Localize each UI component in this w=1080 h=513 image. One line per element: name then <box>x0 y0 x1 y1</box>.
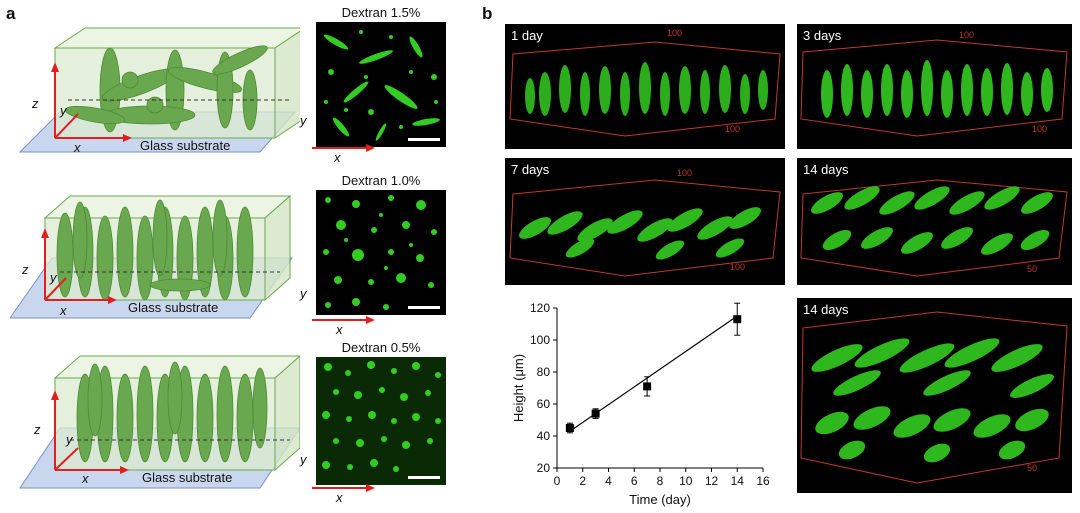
schematic-1: z y x Glass substrate <box>10 20 307 160</box>
micrograph-2-x-label: x <box>336 322 343 337</box>
x-tick-label: 2 <box>579 474 586 488</box>
confocal-4-label: 14 days <box>803 162 849 177</box>
y-tick-label: 100 <box>530 333 550 347</box>
schematic-2-x-label: x <box>60 303 67 318</box>
confocal-3-tick: 100 <box>677 168 693 178</box>
x-tick-label: 12 <box>705 474 719 488</box>
confocal-1-tick-b: 100 <box>725 124 741 134</box>
confocal-1-label: 1 day <box>511 28 543 43</box>
confocal-3-texture <box>509 179 781 277</box>
height-time-chart: 0 2 4 6 8 10 12 14 16 20 40 60 80 100 120 Time (day) Hei… <box>511 301 770 507</box>
x-tick-label: 16 <box>756 474 770 488</box>
y-tick-label: 120 <box>530 301 550 315</box>
micrograph-2-axes <box>312 316 375 324</box>
scale-bar <box>408 306 440 309</box>
confocal-3-tick-b: 100 <box>730 262 746 272</box>
micrograph-2-texture <box>323 195 437 310</box>
scale-bar <box>408 138 440 141</box>
y-tick-label: 60 <box>537 397 551 411</box>
schematic-1-substrate-label: Glass substrate <box>140 138 231 153</box>
scale-bar <box>408 476 440 479</box>
confocal-2-tick: 100 <box>959 30 975 40</box>
confocal-1-texture <box>509 41 781 137</box>
micrograph-2-y-label: y <box>300 286 307 301</box>
micrograph-dextran-1-0 <box>316 190 446 315</box>
panel-letter-a: a <box>6 4 16 23</box>
schematic-3-x-label: x <box>82 471 89 486</box>
micrograph-3-axes <box>312 484 375 492</box>
schematic-2: z y x Glass substrate <box>9 190 300 325</box>
micrograph-1-y-label: y <box>300 113 307 128</box>
micrograph-1-axes <box>312 144 375 152</box>
x-tick-label: 4 <box>605 474 612 488</box>
micrograph-3-x-label: x <box>336 490 343 505</box>
data-point <box>643 382 652 391</box>
confocal-4-texture <box>800 179 1068 277</box>
micrograph-3-y-label: y <box>300 452 307 467</box>
confocal-5-label: 14 days <box>803 302 849 317</box>
x-tick-label: 10 <box>679 474 693 488</box>
confocal-2-tick-b: 100 <box>1032 124 1048 134</box>
x-axis-label: Time (day) <box>629 492 691 507</box>
confocal-5-texture <box>800 311 1068 484</box>
panel-letter-b: b <box>482 4 493 23</box>
micrograph-1-title: Dextran 1.5% <box>341 5 421 20</box>
micrograph-dextran-0-5 <box>316 357 446 485</box>
confocal-2-texture <box>800 39 1068 137</box>
micrograph-1-x-label: x <box>334 150 341 165</box>
schematic-3: z y x Glass substrate <box>10 348 302 493</box>
confocal-14-days-a: 14 days 50 <box>797 158 1072 285</box>
y-tick-label: 20 <box>537 461 551 475</box>
confocal-2-label: 3 days <box>803 28 842 43</box>
confocal-3-days: 3 days 100 100 <box>797 24 1072 149</box>
micrograph-2-title: Dextran 1.0% <box>341 173 421 188</box>
confocal-1-tick: 100 <box>667 28 683 38</box>
micrograph-3-texture <box>322 361 441 472</box>
micrograph-1-texture <box>323 30 440 141</box>
x-tick-label: 8 <box>657 474 664 488</box>
confocal-14-days-b: 14 days 50 <box>797 298 1072 493</box>
schematic-1-z-label: z <box>32 96 39 111</box>
schematic-2-substrate-label: Glass substrate <box>128 300 219 315</box>
confocal-5-tick: 50 <box>1027 463 1038 473</box>
data-point <box>591 409 600 418</box>
x-tick-label: 0 <box>554 474 561 488</box>
x-tick-label: 6 <box>631 474 638 488</box>
y-axis-label: Height (μm) <box>511 354 526 422</box>
schematic-3-substrate-label: Glass substrate <box>142 470 233 485</box>
schematic-3-y-label: y <box>66 432 73 447</box>
confocal-4-tick: 50 <box>1027 264 1038 274</box>
schematic-3-z-label: z <box>34 422 41 437</box>
micrograph-3-title: Dextran 0.5% <box>341 340 421 355</box>
confocal-1-day: 1 day 100 100 <box>505 24 785 149</box>
data-point <box>565 424 574 432</box>
confocal-3-label: 7 days <box>511 162 550 177</box>
y-tick-label: 80 <box>537 365 551 379</box>
schematic-1-x-label: x <box>74 140 81 155</box>
data-point <box>733 315 742 324</box>
schematic-3-drawing <box>19 354 302 489</box>
schematic-2-z-label: z <box>22 262 29 277</box>
confocal-7-days: 7 days 100 100 <box>505 158 785 285</box>
y-tick-label: 40 <box>537 429 551 443</box>
schematic-2-y-label: y <box>50 270 57 285</box>
schematic-1-drawing <box>18 27 307 153</box>
schematic-1-y-label: y <box>60 103 67 118</box>
micrograph-dextran-1-5 <box>316 22 446 147</box>
x-tick-label: 14 <box>731 474 745 488</box>
schematic-2-drawing <box>9 194 293 319</box>
